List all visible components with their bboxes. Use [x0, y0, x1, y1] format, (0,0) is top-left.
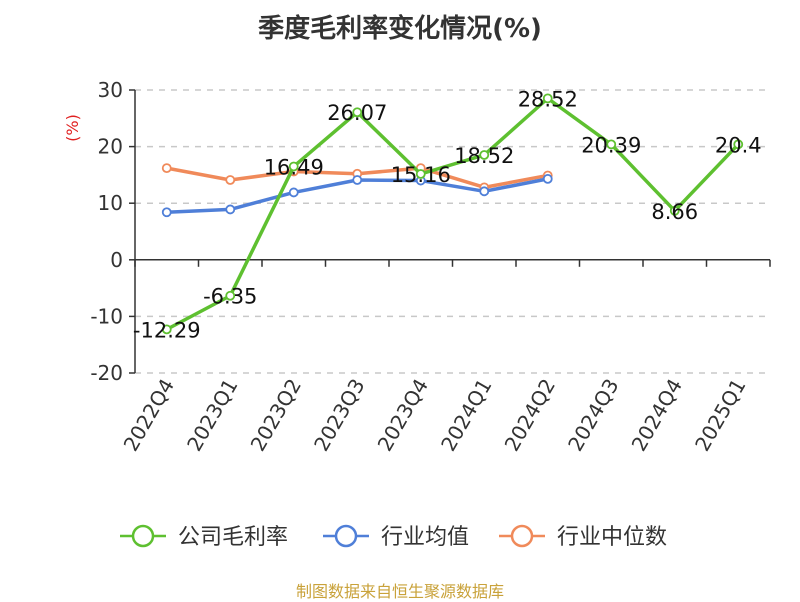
data-point	[288, 187, 299, 198]
data-point	[225, 204, 236, 215]
x-tick-label: 2025Q1	[690, 375, 750, 456]
data-label: 8.66	[651, 200, 698, 224]
data-point	[352, 107, 363, 118]
y-tick-label: 10	[98, 191, 123, 215]
data-point	[225, 175, 236, 185]
data-point	[669, 205, 680, 216]
y-tick-label: -20	[90, 361, 123, 385]
data-label: 15.16	[391, 163, 451, 187]
legend-marker	[131, 524, 155, 548]
data-point	[415, 169, 426, 179]
data-label: -6.35	[203, 285, 257, 309]
legend-marker	[510, 524, 534, 548]
data-label: 28.52	[518, 87, 578, 111]
data-point	[288, 161, 299, 172]
data-point	[161, 163, 172, 174]
x-tick-label: 2024Q1	[436, 375, 496, 456]
data-label: 20.39	[581, 133, 641, 157]
data-point	[733, 139, 744, 150]
data-point	[352, 175, 363, 185]
y-tick-label: -10	[90, 304, 123, 328]
chart-title: 季度毛利率变化情况(%)	[258, 14, 542, 44]
x-tick-label: 2022Q4	[119, 375, 179, 456]
legend-marker	[334, 524, 358, 548]
legend-label: 行业均值	[381, 525, 469, 550]
x-tick-label: 2023Q1	[182, 375, 242, 456]
data-label: 26.07	[327, 101, 387, 125]
data-point	[479, 150, 490, 160]
x-tick-label: 2024Q4	[627, 375, 687, 456]
y-tick-label: 0	[110, 248, 123, 272]
y-tick-label: 20	[98, 135, 123, 159]
y-axis-unit-label: (%)	[63, 114, 82, 142]
x-tick-label: 2023Q3	[309, 375, 369, 456]
data-point	[542, 173, 553, 184]
data-source-footer: 制图数据来自恒生聚源数据库	[295, 582, 504, 601]
data-point	[479, 186, 490, 197]
data-point	[161, 324, 172, 335]
x-tick-label: 2024Q2	[500, 375, 560, 456]
data-point	[606, 139, 617, 150]
data-point	[542, 93, 553, 104]
legend-label: 行业中位数	[557, 525, 667, 550]
x-tick-label: 2023Q4	[373, 375, 433, 456]
data-label: 20.4	[715, 133, 762, 157]
x-tick-label: 2024Q3	[563, 375, 623, 456]
x-tick-label: 2023Q2	[246, 375, 306, 456]
data-point	[161, 207, 172, 218]
data-label: 16.49	[264, 155, 324, 179]
data-label: -12.29	[133, 318, 201, 342]
legend-label: 公司毛利率	[178, 525, 288, 550]
data-label: 18.52	[454, 144, 514, 168]
y-tick-label: 30	[98, 78, 123, 102]
data-point	[225, 290, 236, 301]
series-line-0	[165, 96, 740, 331]
